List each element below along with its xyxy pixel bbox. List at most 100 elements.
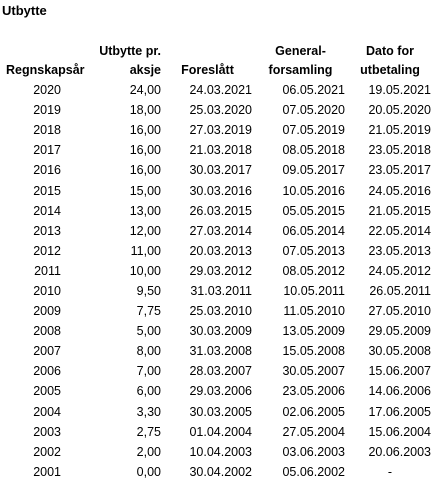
cell-payment-date: 30.05.2008: [368, 344, 431, 359]
table-row: 2005 6,00 29.03.2006 23.05.2006 14.06.2006: [0, 381, 433, 401]
cell-general-meeting-date: 15.05.2008: [282, 344, 345, 359]
cell-general-meeting-date: 05.05.2015: [282, 203, 345, 218]
cell-proposed-date: 31.03.2008: [189, 344, 252, 359]
cell-general-meeting-date: 11.05.2010: [283, 304, 345, 319]
cell-fiscal-year: 2015: [33, 183, 61, 198]
table-row: 2020 24,00 24.03.2021 06.05.2021 19.05.2021: [0, 80, 433, 100]
table-row: 2006 7,00 28.03.2007 30.05.2007 15.06.2007: [0, 361, 433, 381]
cell-payment-date: 27.05.2010: [368, 304, 431, 319]
table-row: 2003 2,75 01.04.2004 27.05.2004 15.06.2004: [0, 422, 433, 442]
cell-general-meeting-date: 03.06.2003: [282, 444, 345, 459]
cell-general-meeting-date: 07.05.2013: [282, 243, 345, 258]
cell-dividend-per-share: 2,00: [136, 444, 161, 459]
cell-payment-date: 24.05.2016: [368, 183, 431, 198]
cell-payment-date: 24.05.2012: [368, 263, 431, 278]
cell-proposed-date: 25.03.2010: [189, 304, 252, 319]
table-row: 2018 16,00 27.03.2019 07.05.2019 21.05.2019: [0, 120, 433, 140]
table-row: 2011 10,00 29.03.2012 08.05.2012 24.05.2012: [0, 261, 433, 281]
cell-fiscal-year: 2001: [33, 464, 61, 479]
cell-fiscal-year: 2006: [33, 364, 61, 379]
dividend-table: Regnskapsår Utbytte pr. aksje Foreslått …: [0, 42, 433, 482]
table-row: 2008 5,00 30.03.2009 13.05.2009 29.05.2009: [0, 321, 433, 341]
cell-dividend-per-share: 7,00: [136, 364, 161, 379]
cell-payment-date: -: [387, 464, 393, 479]
cell-payment-date: 23.05.2013: [368, 243, 431, 258]
header-dividend-line-2: aksje: [129, 63, 161, 77]
cell-proposed-date: 25.03.2020: [189, 103, 252, 118]
table-row: 2004 3,30 30.03.2005 02.06.2005 17.06.2005: [0, 402, 433, 422]
cell-general-meeting-date: 10.05.2016: [282, 183, 345, 198]
cell-dividend-per-share: 16,00: [129, 163, 161, 178]
cell-fiscal-year: 2016: [33, 163, 61, 178]
table-row: 2015 15,00 30.03.2016 10.05.2016 24.05.2016: [0, 180, 433, 200]
cell-dividend-per-share: 6,00: [136, 384, 161, 399]
header-payment-date-line-1: Dato for: [366, 44, 414, 58]
header-payment-date-line-2: utbetaling: [360, 63, 420, 77]
cell-proposed-date: 20.03.2013: [189, 243, 252, 258]
cell-fiscal-year: 2017: [33, 143, 61, 158]
cell-payment-date: 23.05.2018: [368, 143, 431, 158]
cell-fiscal-year: 2009: [33, 304, 61, 319]
cell-proposed-date: 27.03.2019: [189, 123, 252, 138]
cell-general-meeting-date: 09.05.2017: [282, 163, 345, 178]
cell-general-meeting-date: 10.05.2011: [283, 283, 345, 298]
cell-dividend-per-share: 11,00: [130, 243, 161, 258]
cell-fiscal-year: 2019: [33, 103, 61, 118]
cell-payment-date: 21.05.2019: [368, 123, 431, 138]
cell-payment-date: 14.06.2006: [368, 384, 431, 399]
cell-fiscal-year: 2004: [33, 404, 61, 419]
cell-payment-date: 22.05.2014: [368, 223, 431, 238]
cell-payment-date: 23.05.2017: [368, 163, 431, 178]
table-row: 2019 18,00 25.03.2020 07.05.2020 20.05.2020: [0, 100, 433, 120]
cell-proposed-date: 27.03.2014: [189, 223, 252, 238]
cell-dividend-per-share: 16,00: [129, 123, 161, 138]
cell-proposed-date: 21.03.2018: [189, 143, 252, 158]
cell-proposed-date: 29.03.2006: [189, 384, 252, 399]
cell-proposed-date: 30.04.2002: [189, 464, 252, 479]
table-row: 2016 16,00 30.03.2017 09.05.2017 23.05.2017: [0, 160, 433, 180]
cell-fiscal-year: 2002: [33, 444, 61, 459]
cell-payment-date: 15.06.2007: [368, 364, 431, 379]
cell-dividend-per-share: 5,00: [136, 324, 161, 339]
cell-fiscal-year: 2014: [33, 203, 61, 218]
cell-dividend-per-share: 8,00: [136, 344, 161, 359]
cell-payment-date: 26.05.2011: [369, 283, 431, 298]
cell-proposed-date: 01.04.2004: [189, 424, 252, 439]
cell-fiscal-year: 2012: [33, 243, 61, 258]
cell-general-meeting-date: 02.06.2005: [282, 404, 345, 419]
page-title: Utbytte: [2, 3, 47, 18]
cell-fiscal-year: 2007: [33, 344, 61, 359]
cell-proposed-date: 30.03.2009: [189, 324, 252, 339]
cell-fiscal-year: 2018: [33, 123, 61, 138]
cell-general-meeting-date: 08.05.2012: [282, 263, 345, 278]
cell-general-meeting-date: 08.05.2018: [282, 143, 345, 158]
header-row: Regnskapsår Utbytte pr. aksje Foreslått …: [0, 42, 433, 80]
cell-payment-date: 29.05.2009: [368, 324, 431, 339]
table-row: 2010 9,50 31.03.2011 10.05.2011 26.05.2011: [0, 281, 433, 301]
cell-proposed-date: 26.03.2015: [189, 203, 252, 218]
cell-proposed-date: 30.03.2017: [189, 163, 252, 178]
table-row: 2012 11,00 20.03.2013 07.05.2013 23.05.2013: [0, 241, 433, 261]
cell-dividend-per-share: 18,00: [129, 103, 161, 118]
cell-proposed-date: 30.03.2005: [189, 404, 252, 419]
table-row: 2001 0,00 30.04.2002 05.06.2002 -: [0, 462, 433, 482]
cell-fiscal-year: 2010: [33, 283, 61, 298]
cell-payment-date: 20.05.2020: [368, 103, 431, 118]
cell-dividend-per-share: 16,00: [129, 143, 161, 158]
cell-dividend-per-share: 10,00: [129, 263, 161, 278]
table-row: 2007 8,00 31.03.2008 15.05.2008 30.05.2008: [0, 341, 433, 361]
cell-fiscal-year: 2011: [34, 263, 61, 278]
cell-payment-date: 20.06.2003: [368, 444, 431, 459]
cell-general-meeting-date: 13.05.2009: [282, 324, 345, 339]
table-row: 2013 12,00 27.03.2014 06.05.2014 22.05.2014: [0, 221, 433, 241]
cell-fiscal-year: 2003: [33, 424, 61, 439]
cell-proposed-date: 30.03.2016: [189, 183, 252, 198]
table-row: 2002 2,00 10.04.2003 03.06.2003 20.06.2003: [0, 442, 433, 462]
cell-general-meeting-date: 27.05.2004: [282, 424, 345, 439]
cell-payment-date: 17.06.2005: [368, 404, 431, 419]
header-proposed: Foreslått: [181, 63, 234, 77]
cell-fiscal-year: 2005: [33, 384, 61, 399]
header-payment-date: Dato for utbetaling: [347, 42, 433, 80]
table-row: 2009 7,75 25.03.2010 11.05.2010 27.05.2010: [0, 301, 433, 321]
table-row: 2014 13,00 26.03.2015 05.05.2015 21.05.2015: [0, 201, 433, 221]
